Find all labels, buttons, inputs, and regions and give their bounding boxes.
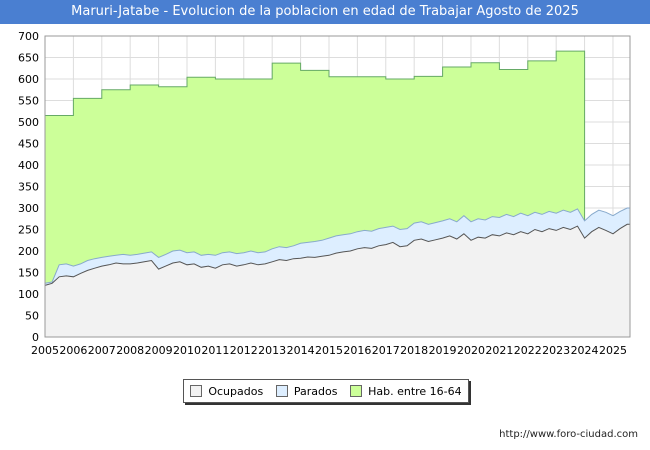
x-tick-label: 2022 bbox=[514, 344, 542, 357]
y-tick-label: 400 bbox=[18, 159, 39, 172]
y-tick-label: 150 bbox=[18, 267, 39, 280]
y-tick-label: 450 bbox=[18, 138, 39, 151]
legend-label-habitantes: Hab. entre 16-64 bbox=[368, 384, 462, 398]
line-parados bbox=[44, 207, 630, 284]
x-tick-label: 2007 bbox=[88, 344, 116, 357]
legend-label-ocupados: Ocupados bbox=[208, 384, 264, 398]
legend-item-habitantes: Hab. entre 16-64 bbox=[350, 385, 462, 398]
x-tick-label: 2005 bbox=[31, 344, 59, 357]
x-tick-label: 2020 bbox=[457, 344, 485, 357]
line-ocupados bbox=[44, 223, 630, 286]
y-tick-label: 200 bbox=[18, 245, 39, 258]
legend-item-ocupados: Ocupados bbox=[190, 385, 263, 398]
x-tick-label: 2014 bbox=[287, 344, 315, 357]
chart-title: Maruri-Jatabe - Evolucion de la poblacio… bbox=[0, 0, 650, 24]
x-tick-label: 2008 bbox=[116, 344, 144, 357]
y-tick-label: 250 bbox=[18, 224, 39, 237]
y-tick-label: 650 bbox=[18, 52, 39, 65]
x-tick-label: 2011 bbox=[201, 344, 229, 357]
y-tick-label: 300 bbox=[18, 202, 39, 215]
chart-legend: Ocupados Parados Hab. entre 16-64 bbox=[183, 379, 469, 403]
x-tick-label: 2015 bbox=[315, 344, 343, 357]
y-tick-label: 350 bbox=[18, 181, 39, 194]
x-tick-label: 2023 bbox=[542, 344, 570, 357]
y-tick-label: 50 bbox=[25, 310, 39, 323]
y-tick-label: 500 bbox=[18, 116, 39, 129]
source-url: http://www.foro-ciudad.com bbox=[499, 429, 638, 440]
y-tick-label: 700 bbox=[18, 30, 39, 43]
x-tick-label: 2025 bbox=[599, 344, 627, 357]
area-ocupados bbox=[45, 224, 630, 337]
x-tick-label: 2021 bbox=[485, 344, 513, 357]
x-tick-label: 2019 bbox=[429, 344, 457, 357]
legend-item-parados: Parados bbox=[275, 384, 338, 398]
legend-swatch-ocupados bbox=[190, 385, 203, 397]
x-tick-label: 2012 bbox=[230, 344, 258, 357]
x-tick-label: 2006 bbox=[59, 344, 87, 357]
x-tick-label: 2017 bbox=[372, 344, 400, 357]
legend-label-parados: Parados bbox=[293, 384, 338, 398]
y-tick-label: 550 bbox=[18, 95, 39, 108]
plot-border bbox=[44, 35, 631, 338]
y-tick-label: 600 bbox=[18, 73, 39, 86]
line-hab-entre-16-64 bbox=[45, 50, 586, 338]
x-tick-label: 2016 bbox=[343, 344, 371, 357]
x-tick-label: 2018 bbox=[400, 344, 428, 357]
legend-swatch-habitantes bbox=[350, 385, 363, 397]
x-tick-label: 2024 bbox=[571, 344, 599, 357]
y-tick-label: 100 bbox=[18, 288, 39, 301]
x-tick-label: 2009 bbox=[145, 344, 173, 357]
y-tick-label: 0 bbox=[32, 331, 39, 344]
legend-swatch-parados bbox=[275, 385, 288, 397]
x-tick-label: 2010 bbox=[173, 344, 201, 357]
x-tick-label: 2013 bbox=[258, 344, 286, 357]
